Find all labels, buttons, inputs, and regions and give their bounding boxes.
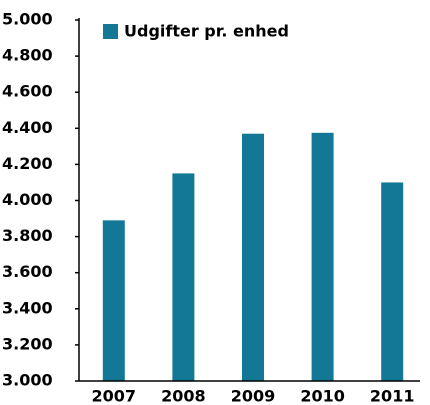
- bar: [311, 132, 334, 381]
- x-tick-label: 2010: [300, 387, 345, 405]
- bar: [381, 182, 404, 381]
- y-tick-label: 4.800: [2, 46, 53, 65]
- legend-label: Udgifter pr. enhed: [124, 22, 289, 41]
- y-tick-label: 3.400: [2, 298, 53, 317]
- y-tick-label: 3.000: [2, 371, 53, 390]
- x-tick-label: 2009: [231, 387, 276, 405]
- y-tick-label: 3.600: [2, 262, 53, 281]
- y-tick-label: 4.000: [2, 190, 53, 209]
- bar: [172, 173, 195, 381]
- x-tick-label: 2007: [92, 387, 137, 405]
- x-tick-label: 2008: [161, 387, 206, 405]
- bar: [242, 133, 264, 381]
- x-tick-label: 2011: [370, 387, 415, 405]
- y-tick-label: 3.800: [2, 226, 53, 245]
- legend-swatch: [103, 24, 118, 39]
- y-tick-label: 5.000: [2, 10, 53, 29]
- y-tick-label: 4.200: [2, 154, 53, 173]
- y-tick-label: 4.400: [2, 118, 53, 137]
- y-tick-label: 3.200: [2, 334, 53, 353]
- bar: [102, 220, 125, 381]
- y-tick-label: 4.600: [2, 82, 53, 101]
